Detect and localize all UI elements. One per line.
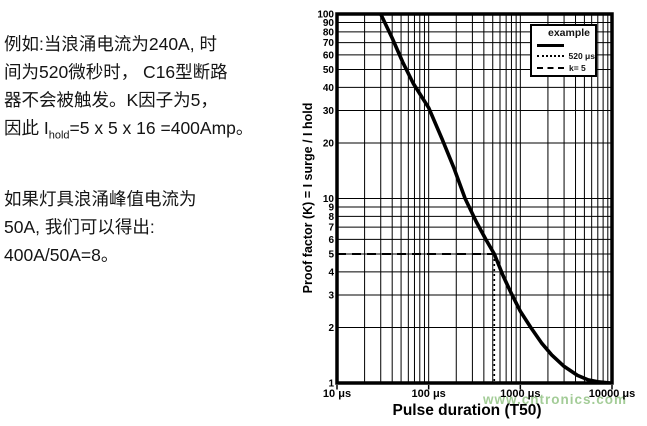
text-line: 器不会被触发。K因子为5，: [4, 90, 218, 110]
y-tick-label: 40: [323, 83, 335, 94]
legend-item-520us: 520 μs: [537, 50, 595, 62]
y-tick-label: 50: [323, 65, 335, 76]
y-tick-label: 1: [328, 379, 334, 390]
y-axis-title: Proof factor (K) = I surge / I hold: [301, 103, 315, 294]
legend-dashed-line-icon: [537, 67, 564, 69]
y-tick-label: 8: [328, 212, 334, 223]
y-tick-label: 4: [328, 267, 334, 278]
example-paragraph: 例如:当浪涌电流为240A, 时 间为520微秒时， C16型断路 器不会被触发…: [4, 30, 300, 150]
proof-factor-chart: www.cntronics.com 10 μs 100 μs 1000 μs 1000…: [300, 0, 647, 426]
y-tick-label: 90: [323, 18, 335, 29]
formula-subscript: hold: [48, 129, 70, 142]
y-tick-label: 70: [323, 38, 335, 49]
y-tick-label: 20: [323, 138, 335, 149]
legend-solid-line-icon: [537, 43, 564, 47]
x-tick-label: 10 μs: [323, 388, 351, 400]
formula-prefix: 因此 I: [4, 118, 49, 138]
chart-legend: example 520 μs k= 5: [530, 24, 597, 77]
plot-border: [335, 12, 614, 385]
y-tick-label: 100: [317, 10, 334, 21]
legend-item-example: [537, 40, 595, 50]
y-tick-label: 60: [323, 50, 335, 61]
result-paragraph: 如果灯具浪涌峰值电流为 50A, 我们可以得出: 400A/50A=8。: [4, 185, 300, 269]
y-tick-label: 5: [328, 250, 334, 261]
y-tick-label: 3: [328, 290, 334, 301]
legend-title: example: [548, 27, 591, 39]
formula-suffix: =5 x 5 x 16 =400Amp。: [69, 118, 254, 138]
legend-dotted-line-icon: [537, 55, 564, 57]
y-tick-label: 6: [328, 235, 334, 246]
axis-ticks: [336, 385, 613, 390]
watermark: www.cntronics.com: [483, 392, 628, 407]
text-line: 例如:当浪涌电流为240A, 时: [4, 34, 217, 54]
y-tick-label: 30: [323, 106, 335, 117]
x-axis-title: Pulse duration (T50): [393, 402, 542, 419]
y-tick-label: 80: [323, 27, 335, 38]
y-tick-label: 10: [323, 194, 335, 205]
explanation-text: 例如:当浪涌电流为240A, 时 间为520微秒时， C16型断路 器不会被触发…: [4, 30, 300, 269]
y-tick-label: 9: [328, 202, 334, 213]
curve-example: [379, 14, 611, 383]
legend-item-k5: k= 5: [537, 62, 595, 74]
text-line: 如果灯具浪涌峰值电流为: [4, 188, 197, 209]
legend-item-label: 520 μs: [568, 51, 595, 61]
y-tick-label: 7: [328, 223, 334, 234]
x-tick-label: 1000 μs: [500, 388, 540, 400]
text-line: 400A/50A=8。: [4, 244, 119, 265]
x-tick-label: 10000 μs: [589, 388, 636, 400]
text-line-formula: 因此 Ihold=5 x 5 x 16 =400Amp。: [4, 118, 254, 142]
text-line: 50A, 我们可以得出:: [4, 216, 155, 237]
text-line: 间为520微秒时， C16型断路: [4, 62, 228, 82]
legend-item-label: k= 5: [569, 63, 586, 73]
y-tick-label: 2: [328, 323, 334, 334]
x-tick-label: 100 μs: [412, 388, 446, 400]
x-tick-labels: 10 μs 100 μs 1000 μs 10000 μs: [323, 388, 635, 400]
